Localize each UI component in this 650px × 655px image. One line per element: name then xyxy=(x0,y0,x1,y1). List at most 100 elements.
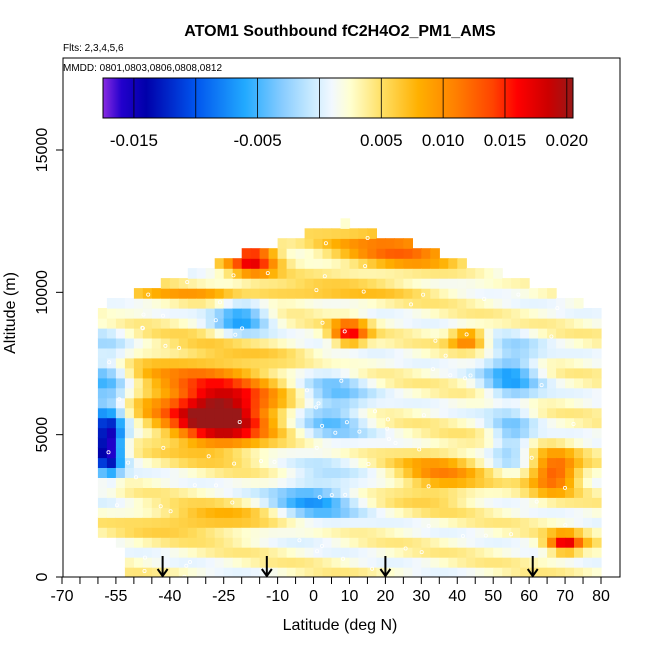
heatmap-cell xyxy=(178,567,189,577)
colorbar-tick-labels: -0.015 -0.005 0.005 0.010 0.015 0.020 xyxy=(110,131,588,150)
heatmap-cell xyxy=(277,347,288,359)
heatmap-cell xyxy=(214,387,225,399)
heatmap-cell xyxy=(376,467,386,478)
heatmap-cell xyxy=(511,377,521,389)
heatmap-cell xyxy=(250,308,261,319)
heatmap-cell xyxy=(574,308,584,319)
heatmap-cell xyxy=(205,337,216,349)
heatmap-cell xyxy=(412,318,422,329)
heatmap-cell xyxy=(493,557,503,568)
heatmap-cell xyxy=(160,437,171,449)
heatmap-cell xyxy=(592,337,602,349)
heatmap-cell xyxy=(421,517,431,528)
heatmap-cell xyxy=(205,298,216,309)
heatmap-cell xyxy=(187,278,198,289)
arrow-head xyxy=(156,568,169,578)
heatmap-cell xyxy=(439,397,449,409)
heatmap-cell xyxy=(232,288,243,299)
heatmap-cell xyxy=(493,308,503,319)
heatmap-cell xyxy=(304,318,315,329)
heatmap-cell xyxy=(583,527,593,538)
heatmap-cell xyxy=(331,228,342,239)
heatmap-cell xyxy=(286,517,297,528)
heatmap-cell xyxy=(151,427,162,439)
heatmap-cell xyxy=(430,367,440,379)
heatmap-cell xyxy=(331,497,342,508)
heatmap-cell xyxy=(592,507,602,518)
heatmap-cell xyxy=(106,457,117,468)
heatmap-cell xyxy=(457,427,467,439)
heatmap-cell xyxy=(277,238,288,249)
heatmap-cell xyxy=(583,357,593,369)
heatmap-cell xyxy=(295,308,306,319)
heatmap-cell xyxy=(277,477,288,488)
heatmap-cell xyxy=(277,298,288,309)
heatmap-cell xyxy=(340,228,351,239)
heatmap-cell xyxy=(349,288,360,299)
heatmap-cell xyxy=(520,407,530,419)
heatmap-cell xyxy=(322,367,333,379)
heatmap-cell xyxy=(313,467,324,478)
heatmap-cell xyxy=(187,367,198,379)
heatmap-cell xyxy=(430,447,440,459)
heatmap-cell xyxy=(97,327,108,339)
heatmap-cell xyxy=(151,497,162,508)
heatmap-cell xyxy=(115,447,126,459)
heatmap-cell xyxy=(574,467,584,478)
heatmap-cell xyxy=(313,377,324,389)
heatmap-cell xyxy=(574,527,584,538)
heatmap-cell xyxy=(97,377,108,389)
heatmap-cell xyxy=(115,487,126,498)
heatmap-cell xyxy=(439,567,449,577)
heatmap-cell xyxy=(565,337,575,349)
heatmap-cell xyxy=(259,517,270,528)
heatmap-cell xyxy=(205,467,216,478)
heatmap-cell xyxy=(259,537,270,548)
heatmap-cell xyxy=(358,258,368,269)
heatmap-cell xyxy=(412,487,422,498)
sample-marker xyxy=(315,549,320,554)
heatmap-cell xyxy=(448,327,458,339)
heatmap-cell xyxy=(259,477,270,488)
heatmap-cell xyxy=(295,278,306,289)
heatmap-cell xyxy=(475,537,485,548)
heatmap-cell xyxy=(340,337,351,349)
heatmap-cell xyxy=(457,417,467,429)
heatmap-cell xyxy=(592,437,602,449)
heatmap-cell xyxy=(358,318,368,329)
heatmap-cell xyxy=(547,327,557,339)
heatmap-cell xyxy=(169,387,180,399)
heatmap-cell xyxy=(286,258,297,269)
heatmap-cell xyxy=(592,557,602,568)
heatmap-cell xyxy=(97,517,108,528)
heatmap-cell xyxy=(403,527,413,538)
heatmap-cell xyxy=(331,407,342,419)
heatmap-cell xyxy=(196,268,207,279)
heatmap-cell xyxy=(520,417,530,429)
heatmap-cell xyxy=(403,547,413,558)
heatmap-cell xyxy=(250,537,261,548)
heatmap-cell xyxy=(430,278,440,289)
heatmap-cell xyxy=(475,487,485,498)
heatmap-cell xyxy=(457,357,467,369)
heatmap-cell xyxy=(349,457,360,468)
heatmap-cell xyxy=(142,547,153,558)
heatmap-cell xyxy=(97,467,108,478)
heatmap-cell xyxy=(124,467,135,478)
heatmap-cell xyxy=(457,477,467,488)
heatmap-cell xyxy=(511,347,521,359)
heatmap-cell xyxy=(106,497,117,508)
heatmap-cell xyxy=(502,527,512,538)
sample-marker xyxy=(343,492,348,497)
heatmap-cell xyxy=(295,337,306,349)
heatmap-cell xyxy=(583,557,593,568)
heatmap-cell xyxy=(169,337,180,349)
sample-marker xyxy=(340,556,345,561)
arrow-marker xyxy=(526,556,539,578)
heatmap-cell xyxy=(250,417,261,429)
heatmap-cell xyxy=(178,487,189,498)
heatmap-cell xyxy=(178,298,189,309)
heatmap-cell xyxy=(547,547,557,558)
heatmap-cell xyxy=(493,497,503,508)
heatmap-cell xyxy=(475,507,485,518)
